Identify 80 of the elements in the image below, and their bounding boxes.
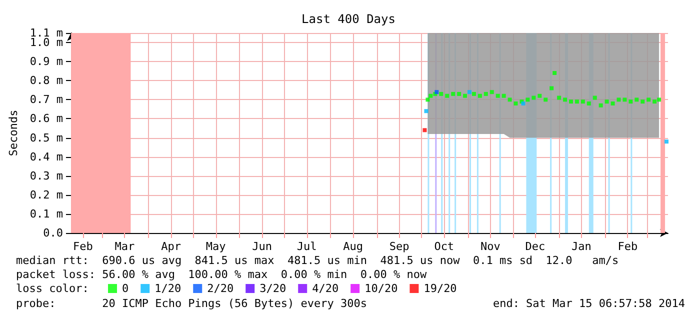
text: end: Sat Mar 15 06:57:58 2014 bbox=[492, 297, 686, 310]
point bbox=[628, 100, 633, 104]
point bbox=[472, 92, 476, 96]
y-axis-title: Seconds bbox=[7, 110, 20, 156]
legend-label: 3/20 bbox=[260, 282, 286, 295]
point bbox=[552, 71, 557, 75]
point bbox=[592, 96, 597, 100]
x-tick-label: Apr bbox=[161, 240, 182, 253]
x-tick-label: Jan bbox=[572, 240, 592, 253]
point bbox=[422, 128, 427, 132]
point bbox=[451, 92, 456, 96]
point bbox=[646, 98, 651, 102]
point bbox=[557, 96, 562, 100]
point bbox=[490, 90, 494, 94]
y-tick-label: 0.6 m bbox=[30, 112, 64, 126]
legend-title: loss color: bbox=[16, 282, 89, 295]
text: median rtt: 690.6 us avg 841.5 us max 481.5 us min 481.5 us now 0.1 ms sd 12.0 am/s bbox=[16, 254, 619, 267]
chart-title: Last 400 Days bbox=[302, 12, 396, 26]
point bbox=[538, 94, 542, 98]
x-tick-label: Mar bbox=[114, 240, 136, 253]
x-tick-label: May bbox=[206, 240, 226, 253]
point bbox=[424, 109, 428, 114]
point bbox=[634, 98, 639, 102]
y-tick-label: 0.1 m bbox=[30, 207, 64, 220]
point bbox=[502, 94, 506, 98]
x-tick-label: Feb bbox=[73, 240, 93, 253]
point bbox=[664, 140, 669, 144]
point bbox=[514, 101, 518, 106]
legend-label: 4/20 bbox=[312, 282, 339, 295]
point bbox=[610, 101, 615, 106]
y-tick-label: 0.9 m bbox=[30, 55, 64, 68]
text: packet loss: 56.00 % avg 100.00 % max 0.00 % min 0.00 % now bbox=[16, 268, 427, 281]
legend-label: 19/20 bbox=[424, 282, 457, 295]
point bbox=[426, 98, 430, 102]
point bbox=[657, 98, 662, 102]
point bbox=[550, 86, 554, 90]
x-tick-label: Sep bbox=[389, 240, 410, 253]
point bbox=[622, 98, 627, 102]
legend-label: 0 bbox=[122, 282, 129, 295]
y-tick-label: 0.5 m bbox=[30, 131, 64, 144]
x-tick-label: Jul bbox=[296, 240, 317, 253]
point bbox=[568, 100, 573, 104]
point bbox=[532, 96, 536, 100]
x-tick-label: Dec bbox=[525, 240, 546, 253]
point bbox=[544, 98, 548, 102]
point bbox=[439, 92, 444, 96]
y-tick-label: 0.4 m bbox=[30, 150, 64, 164]
point bbox=[526, 98, 530, 102]
point bbox=[428, 94, 433, 98]
y-tick-label: 0.0 bbox=[43, 226, 64, 240]
legend-label: 2/20 bbox=[207, 282, 234, 295]
x-tick-label: Oct bbox=[434, 240, 454, 253]
x-tick-label: Feb bbox=[618, 240, 638, 253]
point bbox=[574, 100, 579, 104]
text: probe: 20 ICMP Echo Pings (56 Bytes) every 300s bbox=[16, 297, 367, 310]
point bbox=[598, 103, 603, 108]
y-tick-label: 0.2 m bbox=[30, 188, 64, 202]
y-tick-label: 0.8 m bbox=[30, 74, 64, 88]
point bbox=[563, 98, 568, 102]
point bbox=[508, 98, 512, 102]
point bbox=[496, 94, 500, 98]
point bbox=[586, 101, 591, 106]
point bbox=[445, 94, 450, 98]
point bbox=[652, 100, 657, 104]
legend-label: 10/20 bbox=[364, 282, 398, 295]
point bbox=[463, 94, 468, 98]
y-tick-label: 0.7 m bbox=[30, 93, 64, 106]
point bbox=[468, 90, 472, 94]
point bbox=[457, 92, 462, 96]
point bbox=[604, 100, 609, 104]
x-tick-label: Aug bbox=[343, 240, 364, 253]
x-tick-label: Jun bbox=[252, 240, 272, 253]
point bbox=[484, 92, 488, 96]
point bbox=[616, 98, 621, 102]
x-tick-label: Nov bbox=[480, 240, 501, 253]
point bbox=[640, 100, 645, 104]
point bbox=[478, 94, 482, 98]
point bbox=[580, 100, 585, 104]
y-tick-label: 0.3 m bbox=[30, 169, 64, 182]
legend-label: 1/20 bbox=[154, 282, 182, 295]
